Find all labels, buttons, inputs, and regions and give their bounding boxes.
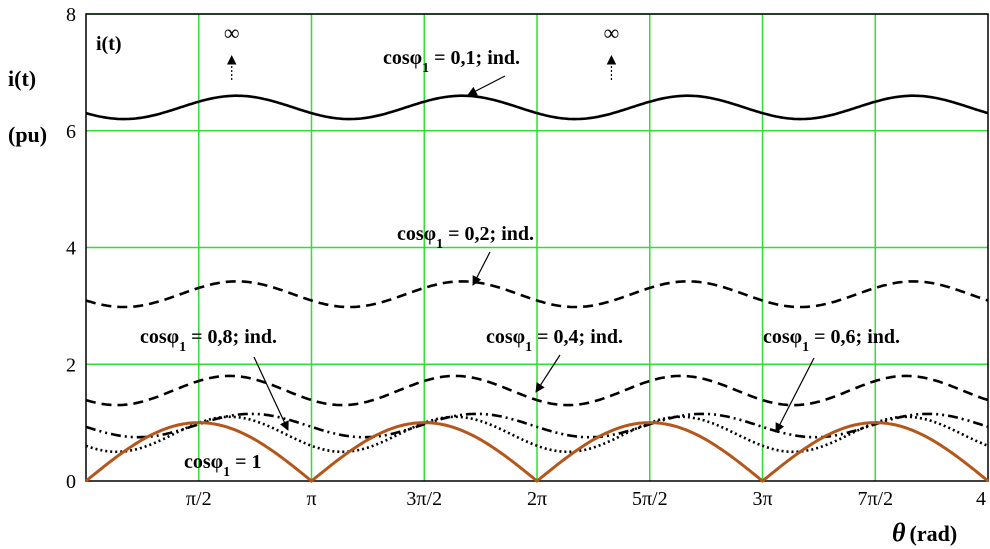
x-tick-label: π xyxy=(306,488,316,510)
y-tick-label: 4 xyxy=(66,238,76,260)
inner-label: i(t) xyxy=(96,33,122,55)
series-line-pf06 xyxy=(85,412,989,439)
annotation-label-pf08: cosφ1 = 0,8; ind. xyxy=(140,326,277,355)
y-axis-label-main: i(t) xyxy=(8,66,36,91)
infinity-symbol: ∞ xyxy=(604,20,620,45)
x-tick-label: 4 xyxy=(976,488,986,510)
y-tick-label: 0 xyxy=(66,471,76,493)
annotation-label-pf01: cosφ1 = 0,1; ind. xyxy=(383,47,520,76)
y-tick-label: 2 xyxy=(66,354,76,376)
series-line-pf01 xyxy=(85,94,989,121)
x-tick-label: 7π/2 xyxy=(857,488,893,510)
annotation-label-pf1: cosφ1 = 1 xyxy=(184,451,262,480)
annotation-arrow-pf02 xyxy=(472,251,491,286)
annotation-arrow-pf04 xyxy=(535,354,561,393)
infinity-symbol: ∞ xyxy=(224,20,240,45)
annotation-arrow-pf01 xyxy=(467,75,506,96)
x-axis-label: θ (rad) xyxy=(892,518,957,547)
annotation-arrow-pf06 xyxy=(775,357,815,433)
x-tick-label: π/2 xyxy=(186,488,212,510)
x-tick-label: 5π/2 xyxy=(632,488,668,510)
y-tick-label: 8 xyxy=(66,4,76,26)
series-line-pf1 xyxy=(85,421,989,483)
y-tick-label: 6 xyxy=(66,121,76,143)
series-line-pf08 xyxy=(85,415,989,454)
x-tick-label: 3π xyxy=(752,488,772,510)
x-tick-label: 3π/2 xyxy=(406,488,442,510)
x-axis-label-symbol: θ xyxy=(892,518,906,547)
x-axis-label-unit: (rad) xyxy=(910,521,958,546)
y-axis-label-unit: (pu) xyxy=(8,122,47,147)
series-line-pf02 xyxy=(85,280,989,309)
series-line-pf04 xyxy=(85,374,989,407)
annotation-label-pf02: cosφ1 = 0,2; ind. xyxy=(397,223,534,252)
annotation-label-pf04: cosφ1 = 0,4; ind. xyxy=(486,326,623,355)
annotation-arrow-pf08 xyxy=(253,356,289,431)
annotation-label-pf06: cosφ1 = 0,6; ind. xyxy=(763,326,900,355)
series-group xyxy=(85,94,989,483)
x-tick-label: 2π xyxy=(527,488,547,510)
grid xyxy=(85,13,989,482)
annotations-group: ∞ ∞ cosφ1 = 0,1; ind. cosφ1 = 0,2; ind. cosφ… xyxy=(140,20,900,480)
ticks-group: π/2 π 3π/2 2π 5π/2 3π 7π/2 4 0 2 4 6 8 xyxy=(66,4,986,510)
